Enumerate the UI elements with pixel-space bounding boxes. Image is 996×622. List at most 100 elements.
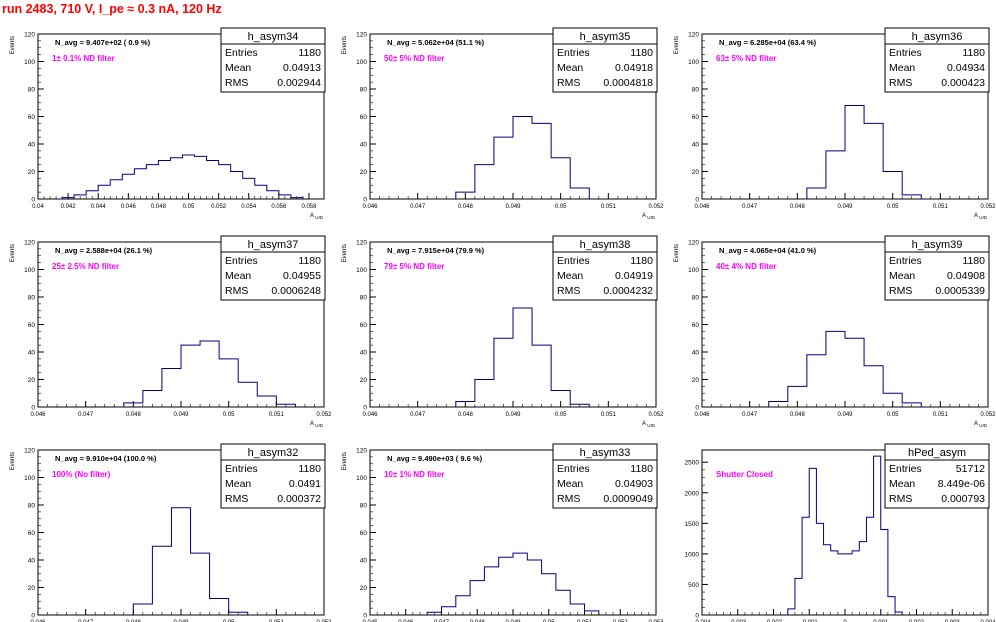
stats-value: 1180: [298, 47, 321, 59]
stats-box: [552, 235, 658, 301]
stats-label: Entries: [225, 463, 258, 475]
y-tick-label: 0: [695, 613, 699, 620]
y-tick-label: 100: [356, 267, 367, 274]
navg-label: N_avg = 9.910e+04 (100.0 %): [55, 454, 157, 463]
y-tick-label: 60: [28, 530, 36, 537]
y-tick-label: 60: [360, 530, 368, 537]
stats-value: 0.04908: [947, 270, 985, 282]
histogram-name: h_asym33: [580, 447, 631, 459]
y-tick-label: 80: [360, 87, 368, 94]
x-tick-label: 0.046: [30, 412, 46, 418]
stats-value: 1180: [298, 463, 321, 475]
x-tick-label: 0.047: [742, 412, 758, 418]
y-tick-label: 500: [688, 582, 699, 589]
stats-label: Mean: [225, 478, 251, 490]
x-axis-title: A UID: [310, 213, 324, 220]
y-tick-label: 80: [28, 87, 36, 94]
navg-label: N_avg = 2.588e+04 (26.1 %): [55, 246, 153, 255]
stats-label: Entries: [557, 47, 590, 59]
x-tick-label: 0.049: [505, 204, 521, 210]
histogram-line: [455, 116, 590, 199]
x-tick-label: 0.047: [78, 412, 94, 418]
y-tick-label: 120: [688, 32, 699, 39]
histogram-name: hPed_asym: [908, 447, 966, 459]
x-tick-label: 0.046: [694, 204, 710, 210]
x-tick-label: 0.05: [183, 204, 195, 210]
y-axis-title: Events: [342, 452, 348, 470]
stats-label: Mean: [889, 270, 915, 282]
y-tick-label: 120: [356, 448, 367, 455]
x-tick-label: 0.053: [648, 620, 664, 622]
histogram-name: h_asym37: [248, 239, 299, 251]
filter-annotation: 100% (No filter): [52, 470, 111, 479]
filter-annotation: 79± 5% ND filter: [384, 262, 444, 271]
stats-value: 1180: [630, 255, 653, 267]
x-tick-label: 0.052: [648, 412, 664, 418]
x-tick-label: 0.004: [980, 620, 996, 622]
stats-value: 0.04934: [947, 62, 985, 74]
y-tick-label: 40: [360, 350, 368, 357]
x-tick-label: 0.002: [909, 620, 925, 622]
x-tick-label: 0.051: [933, 412, 949, 418]
stats-label: RMS: [557, 493, 580, 505]
stats-label: Mean: [557, 478, 583, 490]
stats-label: RMS: [889, 77, 912, 89]
x-tick-label: 0.046: [694, 412, 710, 418]
stats-label: Entries: [889, 47, 922, 59]
y-tick-label: 80: [692, 295, 700, 302]
stats-box: [884, 443, 990, 509]
histogram-name: h_asym36: [912, 31, 963, 43]
x-tick-label: 0.042: [61, 204, 77, 210]
y-tick-label: 60: [692, 114, 700, 121]
stats-label: RMS: [225, 77, 248, 89]
x-tick-label: 0.05: [555, 412, 567, 418]
histogram-line: [787, 455, 903, 615]
y-tick-label: 2500: [685, 460, 700, 467]
y-tick-label: 20: [28, 169, 36, 176]
stats-box: [552, 443, 658, 509]
stats-label: Entries: [557, 463, 590, 475]
y-tick-label: 100: [356, 59, 367, 66]
x-tick-label: 0.054: [241, 204, 257, 210]
stats-label: Entries: [225, 255, 258, 267]
x-tick-label: 0.048: [458, 412, 474, 418]
y-tick-label: 1000: [685, 551, 700, 558]
x-tick-label: 0.05: [223, 412, 235, 418]
y-tick-label: 100: [24, 475, 35, 482]
stats-label: RMS: [557, 285, 580, 297]
x-tick-label: 0.052: [980, 204, 996, 210]
y-tick-label: 0: [363, 613, 367, 620]
stats-value: 0.000372: [277, 493, 321, 505]
x-tick-label: 0.051: [577, 620, 593, 622]
x-tick-label: -0.001: [801, 620, 819, 622]
x-axis-title: A UID: [642, 213, 656, 220]
x-axis-title: A UID: [642, 421, 656, 428]
stats-box: [552, 27, 658, 93]
x-tick-label: 0.052: [613, 620, 629, 622]
x-tick-label: 0.048: [470, 620, 486, 622]
x-tick-label: 0.052: [316, 620, 332, 622]
x-tick-label: 0.045: [362, 620, 378, 622]
filter-annotation: 50± 5% ND filter: [384, 54, 444, 63]
x-tick-label: 0.051: [601, 204, 617, 210]
y-axis-title: Events: [342, 244, 348, 262]
histogram-name: h_asym35: [580, 31, 631, 43]
y-tick-label: 60: [360, 322, 368, 329]
stats-value: 0.04913: [283, 62, 321, 74]
stats-value: 0.000793: [941, 493, 985, 505]
y-tick-label: 100: [24, 267, 35, 274]
y-tick-label: 20: [692, 377, 700, 384]
x-tick-label: 0.047: [742, 204, 758, 210]
y-tick-label: 0: [31, 613, 35, 620]
histogram-line: [426, 552, 600, 615]
x-tick-label: 0.052: [211, 204, 227, 210]
y-tick-label: 80: [692, 87, 700, 94]
y-tick-label: 1500: [685, 521, 700, 528]
x-tick-label: 0.052: [316, 412, 332, 418]
histogram-line: [123, 340, 296, 407]
y-tick-label: 120: [24, 448, 35, 455]
stats-value: 0.0491: [289, 478, 321, 490]
y-tick-label: 80: [28, 295, 36, 302]
navg-label: N_avg = 9.490e+03 ( 9.6 %): [387, 454, 483, 463]
